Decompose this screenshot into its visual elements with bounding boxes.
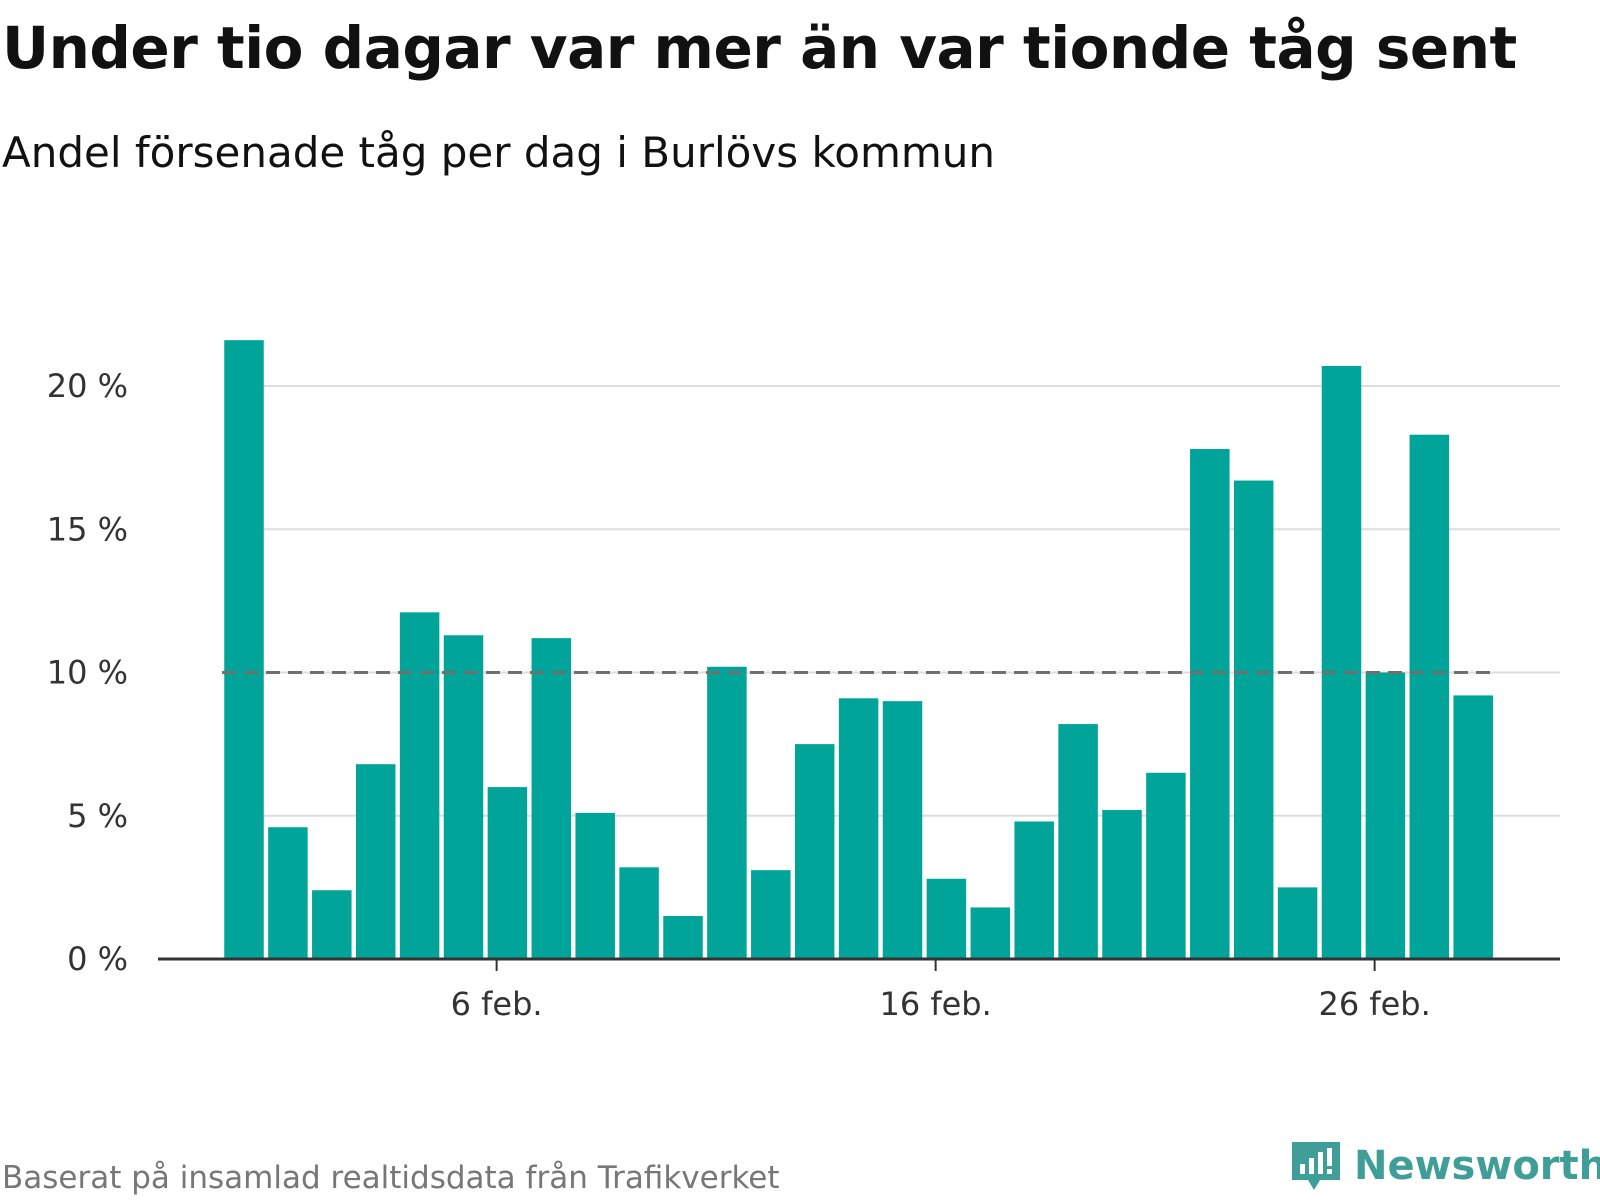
bar [1190,449,1230,959]
brand-name: Newsworthy [1354,1143,1600,1189]
y-tick-label: 15 % [47,510,128,548]
axes: 0 % 5 % 10 % 15 % 20 % 6 feb. 16 feb. 26 feb. [47,367,1560,1023]
y-tick-label: 5 % [67,797,128,835]
x-tick-label: 16 feb. [879,985,991,1023]
bar-chart: 0 % 5 % 10 % 15 % 20 % 6 feb. 16 feb. 26 feb. [47,340,1560,1023]
bar [1058,724,1098,959]
bar [1146,772,1186,959]
y-tick-label: 20 % [47,367,128,405]
newsworthy-logo-icon [1292,1142,1340,1190]
bar [1233,480,1274,959]
bars [224,340,1493,960]
bar [1102,810,1142,959]
bar [312,890,352,959]
y-tick-label: 10 % [47,654,128,692]
bar [838,698,879,959]
bar [1014,821,1054,959]
bar [224,340,264,959]
bar [399,612,440,959]
bar [751,870,791,959]
bar [443,635,484,959]
newsworthy-logo: Newsworthy [1290,1140,1600,1192]
bar [1321,365,1362,959]
bar [970,907,1011,959]
bar [707,666,747,959]
bar [1453,695,1493,959]
bar [619,867,659,959]
bar [1277,887,1318,959]
bar [531,638,572,959]
x-tick-label: 6 feb. [451,985,543,1023]
bar [487,787,528,959]
bar [355,764,396,959]
bar [663,916,703,959]
bar [926,878,967,959]
x-tick-label: 26 feb. [1318,985,1430,1023]
bar [575,812,615,959]
source-note: Baserat på insamlad realtidsdata från Tr… [2,1160,780,1196]
y-tick-label: 0 % [67,940,128,978]
bar [1409,434,1450,960]
bar [882,701,923,959]
bar [1365,672,1406,959]
chart-title: Under tio dagar var mer än var tionde tå… [2,14,1517,82]
bar [268,827,308,959]
chart-subtitle: Andel försenade tåg per dag i Burlövs ko… [2,128,996,177]
bar [794,744,835,959]
